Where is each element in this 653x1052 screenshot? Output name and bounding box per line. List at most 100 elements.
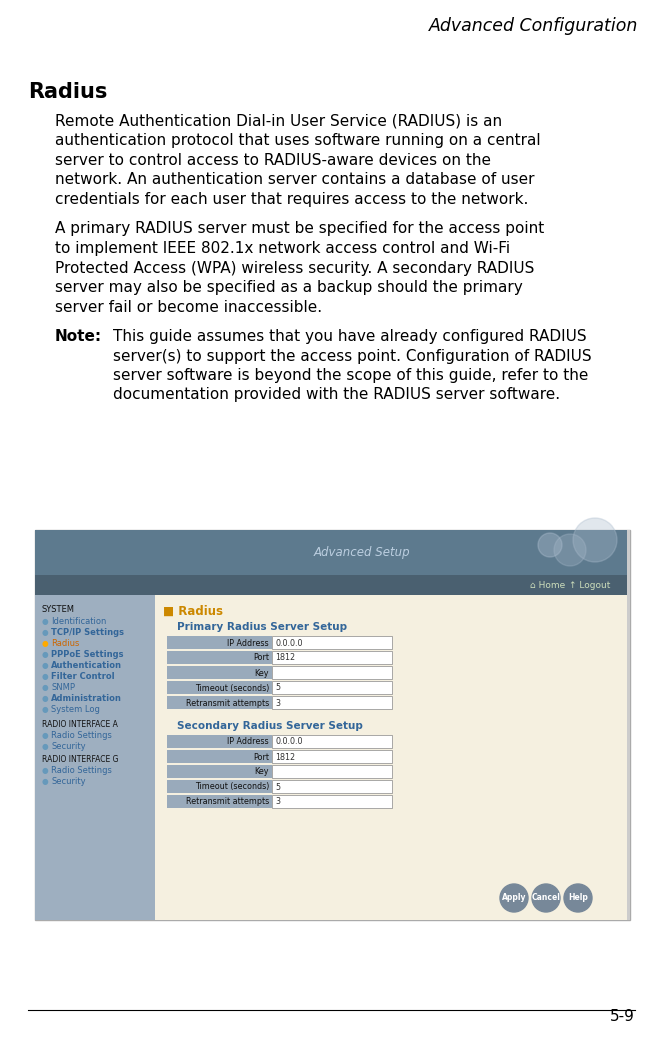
Bar	[35, 595, 155, 920]
Text: ●: ●	[42, 777, 48, 786]
Text: ↑ Logout: ↑ Logout	[569, 581, 610, 589]
Text: PPPoE Settings: PPPoE Settings	[51, 650, 123, 659]
Text: SYSTEM: SYSTEM	[42, 605, 75, 614]
Circle shape	[564, 884, 592, 912]
Text: Help: Help	[568, 893, 588, 903]
Text: to implement IEEE 802.1x network access control and Wi-Fi: to implement IEEE 802.1x network access …	[55, 241, 510, 256]
Text: Security: Security	[51, 777, 86, 786]
Text: SNMP: SNMP	[51, 683, 75, 692]
Text: Advanced Configuration: Advanced Configuration	[428, 17, 638, 35]
Bar	[35, 530, 630, 575]
Text: Port: Port	[253, 752, 269, 762]
Text: server fail or become inaccessible.: server fail or become inaccessible.	[55, 300, 322, 315]
Bar	[272, 765, 392, 778]
Text: Cancel: Cancel	[532, 893, 560, 903]
Circle shape	[573, 518, 617, 562]
Bar	[272, 681, 392, 694]
Text: Security: Security	[51, 742, 86, 751]
Text: 1812: 1812	[275, 752, 295, 762]
Circle shape	[532, 884, 560, 912]
Circle shape	[554, 534, 586, 566]
Text: TCP/IP Settings: TCP/IP Settings	[51, 628, 124, 638]
Text: 5: 5	[275, 684, 280, 692]
Text: Key: Key	[255, 668, 269, 677]
Text: 0.0.0.0: 0.0.0.0	[275, 737, 302, 747]
Text: Secondary Radius Server Setup: Secondary Radius Server Setup	[177, 721, 363, 731]
Bar	[167, 681, 272, 694]
Text: ●: ●	[42, 705, 48, 714]
Text: ●: ●	[42, 650, 48, 659]
Text: RADIO INTERFACE A: RADIO INTERFACE A	[42, 720, 118, 729]
Text: Advanced Setup: Advanced Setup	[314, 546, 411, 559]
Bar	[167, 636, 272, 649]
Bar	[167, 696, 272, 709]
Text: 3: 3	[275, 699, 280, 708]
Text: server to control access to RADIUS-aware devices on the: server to control access to RADIUS-aware…	[55, 153, 491, 168]
Text: ●: ●	[42, 618, 48, 626]
Bar	[272, 666, 392, 679]
Text: System Log: System Log	[51, 705, 100, 714]
Bar	[167, 651, 272, 664]
Text: Remote Authentication Dial-in User Service (RADIUS) is an: Remote Authentication Dial-in User Servi…	[55, 114, 502, 129]
Text: 0.0.0.0: 0.0.0.0	[275, 639, 302, 647]
Text: network. An authentication server contains a database of user: network. An authentication server contai…	[55, 173, 535, 187]
Text: Radius: Radius	[51, 639, 80, 648]
Text: ●: ●	[42, 628, 48, 638]
Bar	[167, 780, 272, 793]
Text: ●: ●	[42, 742, 48, 751]
Bar	[627, 530, 630, 920]
Bar	[272, 735, 392, 748]
Text: Primary Radius Server Setup: Primary Radius Server Setup	[177, 622, 347, 632]
Text: Radio Settings: Radio Settings	[51, 731, 112, 740]
Text: ●: ●	[42, 683, 48, 692]
Text: Key: Key	[255, 768, 269, 776]
Text: ●: ●	[42, 672, 48, 681]
Text: ●: ●	[42, 639, 48, 648]
Text: 5-9: 5-9	[610, 1009, 635, 1024]
Text: Note:: Note:	[55, 329, 102, 344]
Text: Identification: Identification	[51, 618, 106, 626]
Text: Timeout (seconds): Timeout (seconds)	[195, 684, 269, 692]
Text: Retransmit attempts: Retransmit attempts	[185, 699, 269, 708]
Bar	[35, 530, 630, 920]
Text: IP Address: IP Address	[227, 737, 269, 747]
Text: Radius: Radius	[28, 82, 107, 102]
Text: 1812: 1812	[275, 653, 295, 663]
Text: ■ Radius: ■ Radius	[163, 605, 223, 618]
Bar	[35, 575, 630, 595]
Bar	[167, 666, 272, 679]
Bar	[272, 636, 392, 649]
Text: server may also be specified as a backup should the primary: server may also be specified as a backup…	[55, 280, 523, 295]
Circle shape	[538, 533, 562, 557]
Text: IP Address: IP Address	[227, 639, 269, 647]
Text: A primary RADIUS server must be specified for the access point: A primary RADIUS server must be specifie…	[55, 222, 544, 237]
Text: ⌂ Home: ⌂ Home	[530, 581, 565, 589]
Text: ●: ●	[42, 766, 48, 775]
Text: Protected Access (WPA) wireless security. A secondary RADIUS: Protected Access (WPA) wireless security…	[55, 261, 534, 276]
Text: Apply: Apply	[502, 893, 526, 903]
Bar	[272, 795, 392, 808]
Text: ●: ●	[42, 661, 48, 670]
Text: Filter Control: Filter Control	[51, 672, 115, 681]
Bar	[272, 750, 392, 763]
Text: documentation provided with the RADIUS server software.: documentation provided with the RADIUS s…	[113, 387, 560, 403]
Text: RADIO INTERFACE G: RADIO INTERFACE G	[42, 755, 118, 764]
Text: server software is beyond the scope of this guide, refer to the: server software is beyond the scope of t…	[113, 368, 588, 383]
Text: Authentication: Authentication	[51, 661, 122, 670]
Text: Administration: Administration	[51, 694, 122, 703]
Text: Timeout (seconds): Timeout (seconds)	[195, 783, 269, 791]
Text: ●: ●	[42, 694, 48, 703]
Text: Port: Port	[253, 653, 269, 663]
Bar	[167, 765, 272, 778]
Bar	[272, 696, 392, 709]
Bar	[167, 795, 272, 808]
Text: ●: ●	[42, 731, 48, 740]
Text: This guide assumes that you have already configured RADIUS: This guide assumes that you have already…	[113, 329, 586, 344]
Text: Radio Settings: Radio Settings	[51, 766, 112, 775]
Text: 5: 5	[275, 783, 280, 791]
Bar	[272, 780, 392, 793]
Bar	[155, 595, 630, 920]
Text: Retransmit attempts: Retransmit attempts	[185, 797, 269, 807]
Bar	[167, 735, 272, 748]
Circle shape	[500, 884, 528, 912]
